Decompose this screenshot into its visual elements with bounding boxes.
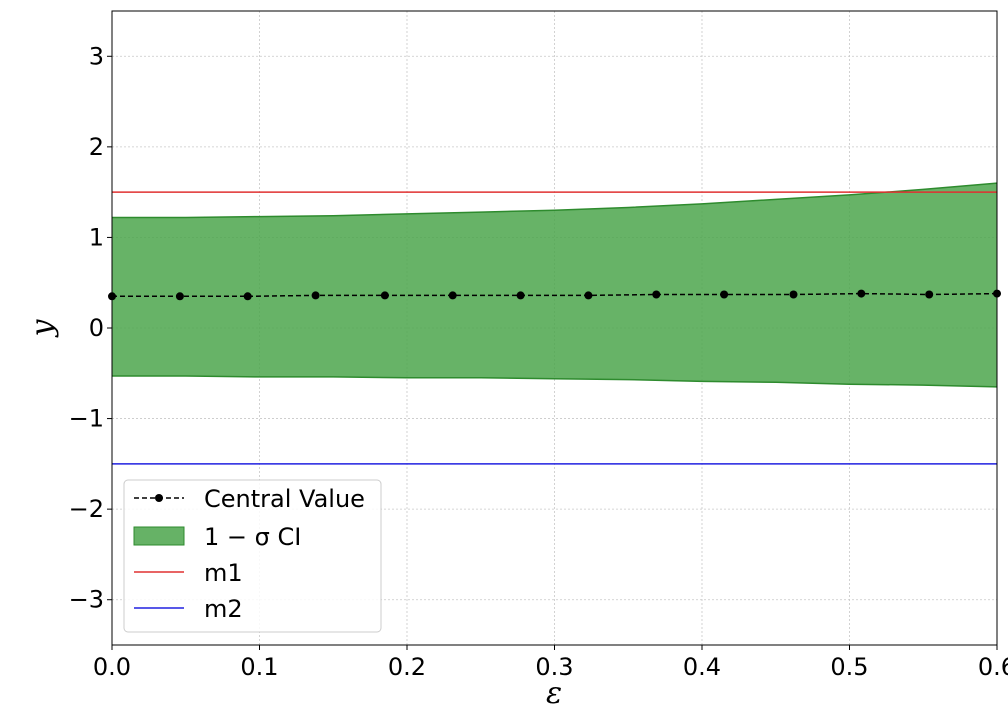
central-value-point xyxy=(720,290,729,299)
legend-label-m2: m2 xyxy=(204,595,243,623)
central-value-point xyxy=(789,290,798,299)
central-value-point xyxy=(652,290,661,299)
central-value-point xyxy=(584,291,593,300)
x-tick-label: 0.4 xyxy=(683,653,721,681)
legend-frame xyxy=(123,479,382,633)
legend-swatch-ci xyxy=(133,526,185,546)
x-tick-label: 0.2 xyxy=(388,653,426,681)
confidence-band-layer xyxy=(112,182,998,388)
y-tick-label: 3 xyxy=(89,42,104,70)
central-value-point xyxy=(448,291,457,300)
x-axis-label: ε xyxy=(546,676,562,711)
y-tick-label: 1 xyxy=(89,223,104,251)
central-value-point xyxy=(380,291,389,300)
confidence-band-upper-edge xyxy=(112,182,998,219)
x-tick-label: 0.0 xyxy=(93,653,131,681)
central-value-line xyxy=(112,292,998,298)
axis-ticks: 0.0 0.1 0.2 0.3 0.4 0.5 0.6 −3 −2 −1 0 1 2 3 xyxy=(69,42,1008,681)
central-value-point xyxy=(516,291,525,300)
legend-label-ci: 1 − σ CI xyxy=(204,523,301,551)
confidence-band xyxy=(112,183,997,387)
x-tick-label: 0.5 xyxy=(830,653,868,681)
series-layer xyxy=(108,191,1001,465)
x-tick-label: 0.1 xyxy=(240,653,278,681)
y-tick-label: −3 xyxy=(69,586,104,614)
central-value-point xyxy=(175,292,184,301)
y-tick-label: −2 xyxy=(69,495,104,523)
legend-label-m1: m1 xyxy=(204,559,243,587)
central-value-point xyxy=(925,290,934,299)
y-axis-label: y xyxy=(25,318,60,338)
legend-label-central-value: Central Value xyxy=(204,485,365,513)
central-value-point xyxy=(857,289,866,298)
legend-item-central-value: Central Value xyxy=(134,485,365,513)
x-tick-label: 0.6 xyxy=(978,653,1008,681)
legend-item-m2: m2 xyxy=(134,595,243,623)
central-value-point xyxy=(243,292,252,301)
legend-item-m1: m1 xyxy=(134,559,243,587)
y-tick-label: 0 xyxy=(89,314,104,342)
y-tick-label: −1 xyxy=(69,405,104,433)
legend-marker-central-value xyxy=(155,494,163,502)
confidence-band-lower-edge xyxy=(112,375,998,388)
y-tick-label: 2 xyxy=(89,133,104,161)
central-value-point xyxy=(311,291,320,300)
x-tick-label: 0.3 xyxy=(535,653,573,681)
legend: Central Value 1 − σ CI m1 m2 xyxy=(123,479,382,633)
legend-item-ci: 1 − σ CI xyxy=(133,523,301,551)
